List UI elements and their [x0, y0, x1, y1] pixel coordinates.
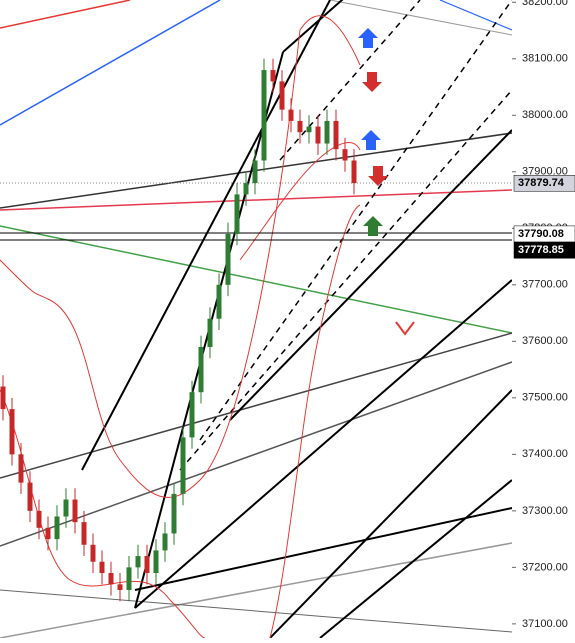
- candle-body: [288, 109, 294, 121]
- price-badge: [513, 174, 575, 192]
- candle-body: [99, 561, 105, 574]
- candle-body: [81, 522, 87, 545]
- drawings: [0, 0, 513, 639]
- candle-body: [189, 392, 195, 438]
- candle-body: [207, 318, 213, 347]
- candles: [0, 58, 357, 602]
- price-label: 37879.74: [518, 177, 565, 189]
- candle-body: [324, 120, 330, 144]
- candle-body: [162, 533, 168, 551]
- candle-body: [27, 482, 33, 511]
- candle-body: [144, 556, 150, 574]
- candle-body: [90, 544, 96, 562]
- candle-body: [180, 437, 186, 494]
- y-tick-label: 37300.00: [522, 505, 568, 517]
- candle-body: [36, 510, 42, 528]
- y-tick-label: 37900.00: [522, 166, 568, 178]
- candle-body: [135, 556, 141, 568]
- y-tick-label: 37200.00: [522, 561, 568, 573]
- y-tick-label: 37100.00: [522, 618, 568, 630]
- candle-body: [171, 493, 177, 534]
- candle-body: [225, 233, 231, 285]
- candle-body: [234, 194, 240, 234]
- candle-body: [270, 70, 276, 82]
- price-axis: 38200.0038100.0038000.0037900.0037800.00…: [512, 0, 575, 638]
- candle-body: [153, 550, 159, 574]
- candle-body: [72, 499, 78, 523]
- candle-body: [63, 499, 69, 517]
- price-badge: [513, 225, 575, 243]
- candle-body: [306, 126, 312, 133]
- candle-body: [261, 70, 267, 161]
- y-tick-label: 37400.00: [522, 448, 568, 460]
- y-tick-label: 38000.00: [522, 109, 568, 121]
- candle-body: [351, 160, 357, 184]
- candle-body: [315, 126, 321, 144]
- y-tick-label: 37600.00: [522, 335, 568, 347]
- y-tick-label: 38100.00: [522, 53, 568, 65]
- y-tick-label: 37500.00: [522, 392, 568, 404]
- candle-body: [216, 284, 222, 319]
- candle-body: [108, 573, 114, 585]
- candle-body: [198, 346, 204, 393]
- candle-body: [252, 160, 258, 184]
- candle-body: [0, 386, 6, 410]
- candle-body: [333, 120, 339, 150]
- price-label: 37778.85: [518, 244, 564, 256]
- candle-body: [54, 516, 60, 540]
- candle-body: [279, 81, 285, 110]
- candle-body: [243, 183, 249, 195]
- candle-body: [297, 120, 303, 133]
- price-label: 37790.08: [518, 228, 564, 240]
- price-badge: [513, 242, 575, 259]
- y-tick-label: 37700.00: [522, 279, 568, 291]
- y-tick-label: 38200.00: [522, 0, 568, 8]
- candle-body: [126, 567, 132, 590]
- candle-body: [9, 409, 15, 455]
- candle-body: [18, 454, 24, 483]
- candle-body: [342, 149, 348, 161]
- candle-body: [117, 584, 123, 590]
- candle-body: [45, 527, 51, 540]
